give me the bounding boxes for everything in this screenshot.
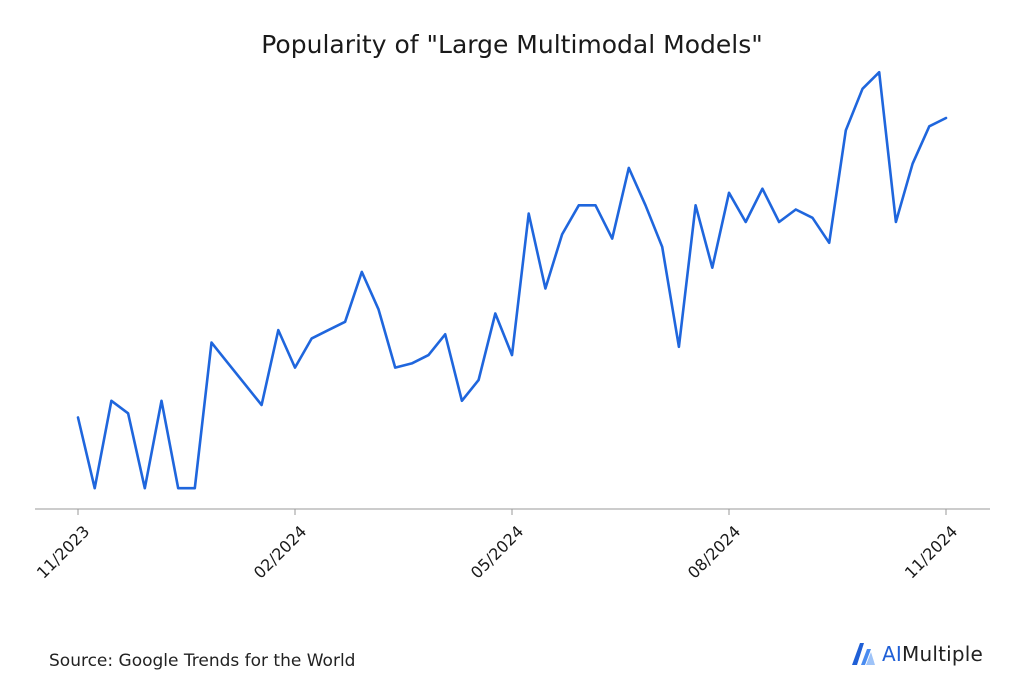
brand-logo-group: AIMultiple <box>848 638 983 670</box>
brand-prefix: AI <box>882 642 902 666</box>
x-axis-ticks: 11/2023 02/2024 05/2024 08/2024 11/2024 <box>33 509 961 582</box>
brand-logo-icon <box>852 643 875 665</box>
brand-suffix: Multiple <box>901 642 984 666</box>
x-tick-label: 05/2024 <box>467 522 527 582</box>
chart-title: Popularity of "Large Multimodal Models" <box>261 30 763 59</box>
x-tick-label: 11/2024 <box>901 522 961 582</box>
source-note: Source: Google Trends for the World <box>49 651 356 671</box>
brand-name: AIMultiple <box>882 642 983 666</box>
trend-line <box>76 70 948 490</box>
x-tick-label: 02/2024 <box>250 522 310 582</box>
x-tick-label: 08/2024 <box>684 522 744 582</box>
x-tick-label: 11/2023 <box>33 522 93 582</box>
